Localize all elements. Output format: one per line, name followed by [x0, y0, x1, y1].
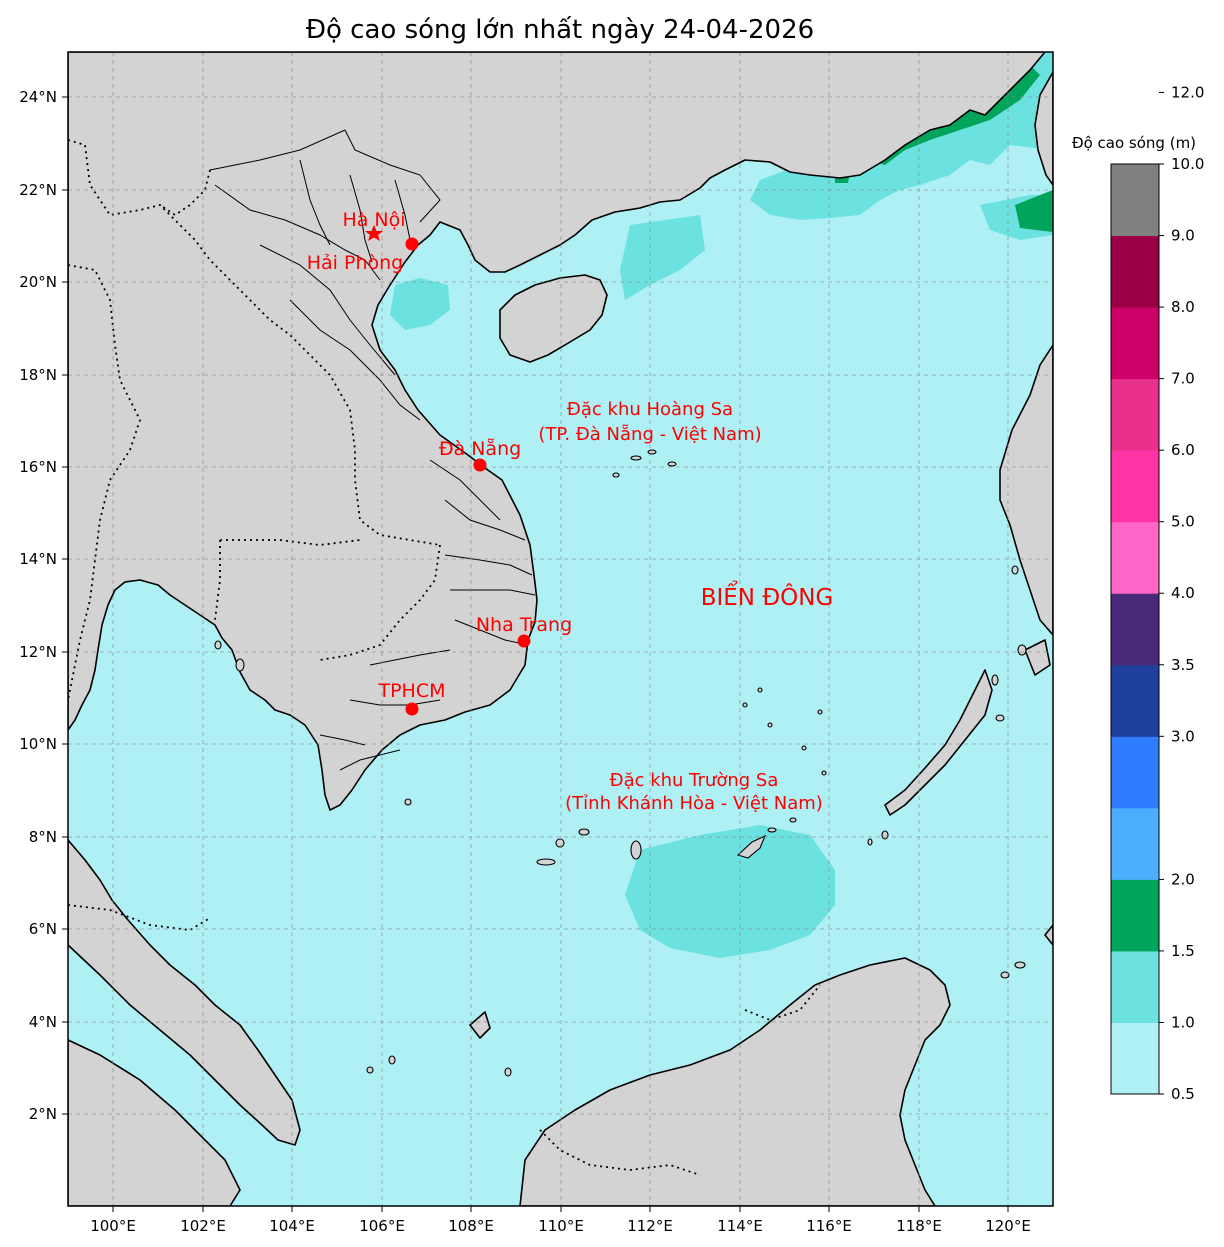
y-tick-label: 16°N — [19, 458, 57, 476]
label-tphcm: TPHCM — [377, 680, 445, 702]
x-axis-labels: 100°E 102°E 104°E 106°E 108°E 110°E 112°… — [90, 1217, 1031, 1235]
y-tick-label: 2°N — [29, 1105, 57, 1123]
haiphong-marker[interactable] — [405, 237, 419, 251]
sumatra — [68, 1039, 241, 1206]
y-tick-label: 14°N — [19, 550, 57, 568]
y-tick-label: 12°N — [19, 643, 57, 661]
label-truongsa-line2: (Tỉnh Khánh Hòa - Việt Nam) — [565, 793, 823, 814]
map-panel[interactable]: Hà Nội Hải Phòng Đà Nẵng Nha Trang TPHCM… — [68, 52, 1053, 1206]
colorbar-bin — [1111, 950, 1159, 1023]
colorbar-tick-label: 0.5 — [1171, 1085, 1195, 1103]
land-masses — [68, 52, 1053, 1206]
city-markers — [365, 225, 531, 716]
province-borders — [209, 129, 536, 771]
x-tick-label: 120°E — [985, 1217, 1031, 1235]
colorbar-frame — [1110, 163, 1160, 1095]
x-tick-label: 100°E — [90, 1217, 136, 1235]
small-islands — [214, 449, 1027, 1077]
colorbar-tick-label: 7.0 — [1171, 370, 1195, 388]
label-hoangsa-line1: Đặc khu Hoàng Sa — [567, 399, 733, 420]
colorbar-bin — [1111, 664, 1159, 737]
y-tick-label: 10°N — [19, 735, 57, 753]
mindoro-island — [1024, 639, 1051, 676]
colorbar-bin — [1111, 593, 1159, 666]
colorbar-bin — [1111, 736, 1159, 809]
palawan-island — [884, 669, 993, 816]
colorbar-label: Độ cao sóng (m) — [1072, 134, 1196, 152]
colorbar-bin — [1111, 378, 1159, 451]
label-biendong: BIỂN ĐÔNG — [701, 581, 834, 611]
hanoi-star-icon[interactable] — [365, 225, 383, 241]
y-axis-labels: 2°N 4°N 6°N 8°N 10°N 12°N 14°N 16°N 18°N… — [19, 88, 57, 1123]
colorbar-tick-label: 1.0 — [1171, 1013, 1195, 1031]
colorbar-tick-label: 6.0 — [1171, 441, 1195, 459]
x-tick-label: 118°E — [896, 1217, 942, 1235]
map-title: Độ cao sóng lớn nhất ngày 24-04-2026 — [306, 15, 814, 45]
danang-marker[interactable] — [473, 458, 487, 472]
x-tick-label: 106°E — [359, 1217, 405, 1235]
colorbar-tick-label: 10.0 — [1171, 155, 1204, 173]
colorbar-tick-label: 12.0 — [1171, 83, 1204, 101]
map-gridlines — [68, 52, 1053, 1206]
colorbar-bin — [1111, 164, 1159, 237]
label-hanoi: Hà Nội — [342, 209, 405, 231]
colorbar-tick-label: 5.0 — [1171, 513, 1195, 531]
colorbar-tick-label: 2.0 — [1171, 870, 1195, 888]
natuna-island — [469, 1011, 491, 1039]
colorbar-bin — [1111, 521, 1159, 594]
x-tick-label: 102°E — [180, 1217, 226, 1235]
x-tick-label: 110°E — [538, 1217, 584, 1235]
colorbar-tick-label: 3.0 — [1171, 727, 1195, 745]
mindanao-corner — [1044, 924, 1053, 946]
colorbar-bin — [1111, 807, 1159, 880]
y-tick-label: 8°N — [29, 828, 57, 846]
y-tick-label: 22°N — [19, 181, 57, 199]
colorbar-bin — [1111, 879, 1159, 952]
y-tick-label: 18°N — [19, 366, 57, 384]
x-tick-label: 114°E — [717, 1217, 763, 1235]
taiwan-island — [1034, 71, 1053, 186]
colorbar-bin — [1111, 307, 1159, 380]
borneo — [519, 957, 951, 1206]
colorbar-bins — [1111, 164, 1159, 1095]
hainan-island — [499, 274, 608, 363]
country-borders — [68, 139, 821, 1176]
label-danang: Đà Nẵng — [439, 437, 521, 460]
x-tick-label: 108°E — [448, 1217, 494, 1235]
y-tick-label: 24°N — [19, 88, 57, 106]
colorbar-tick-label: 3.5 — [1171, 656, 1195, 674]
colorbar-ticks: 0.5 1.0 1.5 2.0 3.0 3.5 4.0 5.0 6.0 7.0 8.0 9.0 10.0… — [1159, 83, 1204, 1103]
y-tick-label: 6°N — [29, 920, 57, 938]
colorbar-bin — [1111, 450, 1159, 523]
colorbar-bin — [1111, 1022, 1159, 1095]
y-tick-label: 20°N — [19, 273, 57, 291]
tphcm-marker[interactable] — [405, 702, 419, 716]
label-nhatrang: Nha Trang — [476, 614, 572, 636]
map-labels: Hà Nội Hải Phòng Đà Nẵng Nha Trang TPHCM… — [307, 209, 834, 814]
x-tick-label: 104°E — [269, 1217, 315, 1235]
colorbar-tick-label: 4.0 — [1171, 584, 1195, 602]
luzon-island — [999, 344, 1053, 636]
nhatrang-marker[interactable] — [517, 634, 531, 648]
mainland-asia — [68, 52, 1046, 811]
colorbar-tick-label: 9.0 — [1171, 227, 1195, 245]
axis-ticks — [62, 96, 1009, 1212]
label-haiphong: Hải Phòng — [307, 252, 403, 274]
x-tick-label: 112°E — [627, 1217, 673, 1235]
colorbar: Độ cao sóng (m) 0.5 1.0 1.5 2.0 3.0 3.5 4.0 5.0… — [1072, 83, 1204, 1103]
y-tick-label: 4°N — [29, 1013, 57, 1031]
label-truongsa-line1: Đặc khu Trường Sa — [610, 770, 779, 791]
x-tick-label: 116°E — [806, 1217, 852, 1235]
colorbar-tick-label: 8.0 — [1171, 298, 1195, 316]
label-hoangsa-line2: (TP. Đà Nẵng - Việt Nam) — [538, 424, 761, 445]
colorbar-bin — [1111, 235, 1159, 308]
colorbar-tick-label: 1.5 — [1171, 942, 1195, 960]
